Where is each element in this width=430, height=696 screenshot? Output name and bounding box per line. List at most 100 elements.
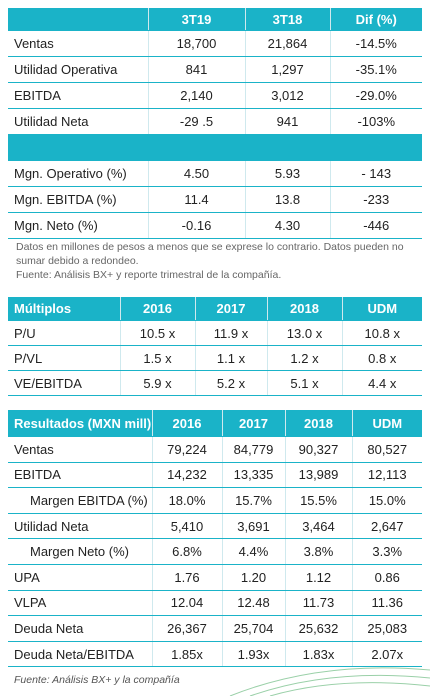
cell: 841 [147,56,245,83]
cell: 10.5 x [119,320,195,346]
cell: 1.93x [221,641,285,668]
row-label: P/U [8,320,120,346]
cell: 12,113 [351,462,422,489]
cell: 18.0% [151,487,222,514]
row: EBITDA 2,140 3,012 -29.0% [8,82,422,109]
cell: 1.83x [284,641,352,668]
row: Deuda Neta/EBITDA 1.85x 1.93x 1.83x 2.07x [8,641,422,668]
header-cell: UDM [341,297,422,321]
cell: 4.4% [221,538,285,565]
row-label: P/VL [8,345,120,371]
cell: 941 [244,108,330,135]
row: Mgn. Neto (%) -0.16 4.30 -446 [8,212,422,239]
cell: 2,140 [147,82,245,109]
row: UPA 1.76 1.20 1.12 0.86 [8,564,422,591]
cell: 10.8 x [341,320,422,346]
cell: 5.1 x [266,370,342,396]
cell: 12.48 [221,590,285,617]
cell: 18,700 [147,30,245,57]
cell: 1.20 [221,564,285,591]
cell: 5.93 [244,160,330,187]
row-label: EBITDA [8,462,152,489]
cell: 2.07x [351,641,422,668]
cell: 1.5 x [119,345,195,371]
cell: 11.9 x [194,320,267,346]
cell: 11.36 [351,590,422,617]
row-label: Deuda Neta/EBITDA [8,641,152,668]
cell: 11.4 [147,186,245,213]
cell: 25,083 [351,615,422,642]
cell: 15.5% [284,487,352,514]
row-label: Mgn. Neto (%) [8,212,148,239]
cell: 1.85x [151,641,222,668]
cell: 3,691 [221,513,285,540]
row-label: VLPA [8,590,152,617]
header-cell: Múltiplos [8,297,120,321]
row: Utilidad Neta -29 .5 941 -103% [8,108,422,135]
row: Margen EBITDA (%) 18.0% 15.7% 15.5% 15.0% [8,487,422,514]
cell: -29 .5 [147,108,245,135]
cell: -233 [329,186,422,213]
cell: 15.0% [351,487,422,514]
cell: 79,224 [151,436,222,463]
row: EBITDA 14,232 13,335 13,989 12,113 [8,462,422,489]
results-table: Resultados (MXN mill) 2016 2017 2018 UDM Vent… [8,410,422,668]
header-cell [8,8,148,31]
note-source: Fuente: Análisis BX+ y reporte trimestra… [16,269,282,281]
row-label: Utilidad Operativa [8,56,148,83]
cell: -0.16 [147,212,245,239]
cell: 5.9 x [119,370,195,396]
row: Mgn. Operativo (%) 4.50 5.93- 143 [8,160,422,187]
cell: 5,410 [151,513,222,540]
cell: 0.8 x [341,345,422,371]
row: Ventas 18,700 21,864 -14.5% [8,30,422,57]
row: Utilidad Neta 5,410 3,691 3,464 2,647 [8,513,422,540]
cell: 25,704 [221,615,285,642]
cell: 4.30 [244,212,330,239]
cell: 4.4 x [341,370,422,396]
cell: 26,367 [151,615,222,642]
header-cell: Dif (%) [329,8,422,31]
header-cell: 3T18 [244,8,330,31]
row-label: Utilidad Neta [8,108,148,135]
quarterly-table: 3T19 3T18 Dif (%) Ventas 18,700 21,864 -14.5% U… [8,8,422,239]
cell: 0.86 [351,564,422,591]
cell: 14,232 [151,462,222,489]
cell: 3.8% [284,538,352,565]
header-cell: 3T19 [147,8,245,31]
header-cell: 2017 [221,410,285,437]
cell: 1.2 x [266,345,342,371]
header-cell: 2018 [284,410,352,437]
row: Ventas 79,224 84,779 90,327 80,527 [8,436,422,463]
row-label: Ventas [8,436,152,463]
row: VLPA 12.04 12.48 11.73 11.36 [8,590,422,617]
cell: 2,647 [351,513,422,540]
row-label: Mgn. EBITDA (%) [8,186,148,213]
cell: -29.0% [329,82,422,109]
cell: 4.50 [147,160,245,187]
separator-cell [8,134,422,161]
footer: Fuente: Análisis BX+ y la compañía [14,674,180,686]
row-label: EBITDA [8,82,148,109]
row-label: Mgn. Operativo (%) [8,160,148,187]
cell: 13,989 [284,462,352,489]
note: Datos en millones de pesos a menos que s… [16,240,416,282]
row: Utilidad Operativa 841 1,297 -35.1% [8,56,422,83]
cell: -14.5% [329,30,422,57]
header-cell: UDM [351,410,422,437]
row-label: UPA [8,564,152,591]
cell: 3.3% [351,538,422,565]
cell: 15.7% [221,487,285,514]
cell: -35.1% [329,56,422,83]
cell: 3,012 [244,82,330,109]
row: Deuda Neta 26,367 25,704 25,632 25,083 [8,615,422,642]
cell: 1.12 [284,564,352,591]
cell: 1.1 x [194,345,267,371]
cell: 6.8% [151,538,222,565]
row-label: VE/EBITDA [8,370,120,396]
row: VE/EBITDA 5.9 x 5.2 x 5.1 x 4.4 x [8,370,422,396]
cell: -103% [329,108,422,135]
cell: 21,864 [244,30,330,57]
